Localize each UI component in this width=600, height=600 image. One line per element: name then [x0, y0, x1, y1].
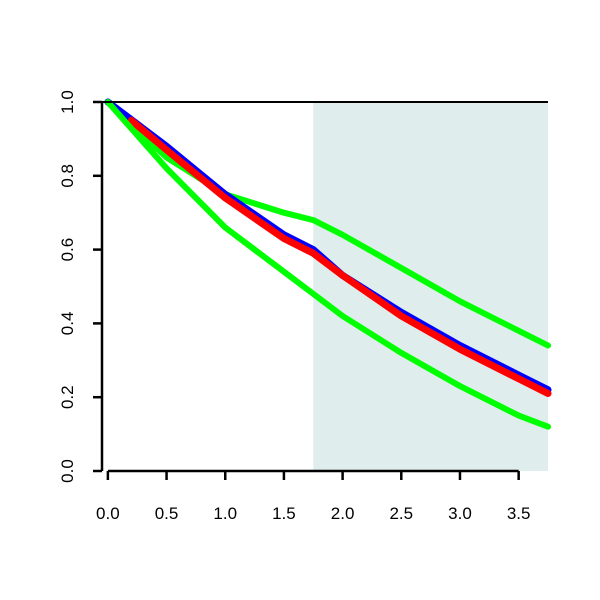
x-tick-label: 0.0: [96, 504, 120, 523]
x-tick-label: 1.0: [213, 504, 237, 523]
y-tick-label: 0.4: [58, 312, 77, 336]
y-tick-label: 0.6: [58, 238, 77, 262]
series-line-3: [127, 116, 552, 397]
x-tick-label: 3.5: [507, 504, 531, 523]
x-tick-label: 1.5: [272, 504, 296, 523]
y-tick-label: 0.2: [58, 385, 77, 409]
x-tick-label: 2.5: [389, 504, 413, 523]
series-layer: [104, 98, 552, 430]
axes-layer: 0.0 0.5 1.0 1.5 2.0 2.5 3.0 3.5 0.0 0.2 0.4 0.6 0.8 1…: [58, 90, 548, 523]
x-tick-label: 3.0: [448, 504, 472, 523]
series-line-4: [104, 99, 551, 430]
x-tick-label: 0.5: [155, 504, 179, 523]
y-tick-label: 1.0: [58, 90, 77, 114]
y-tick-label: 0.0: [58, 459, 77, 483]
x-tick-label: 2.0: [331, 504, 355, 523]
y-tick-label: 0.8: [58, 164, 77, 188]
